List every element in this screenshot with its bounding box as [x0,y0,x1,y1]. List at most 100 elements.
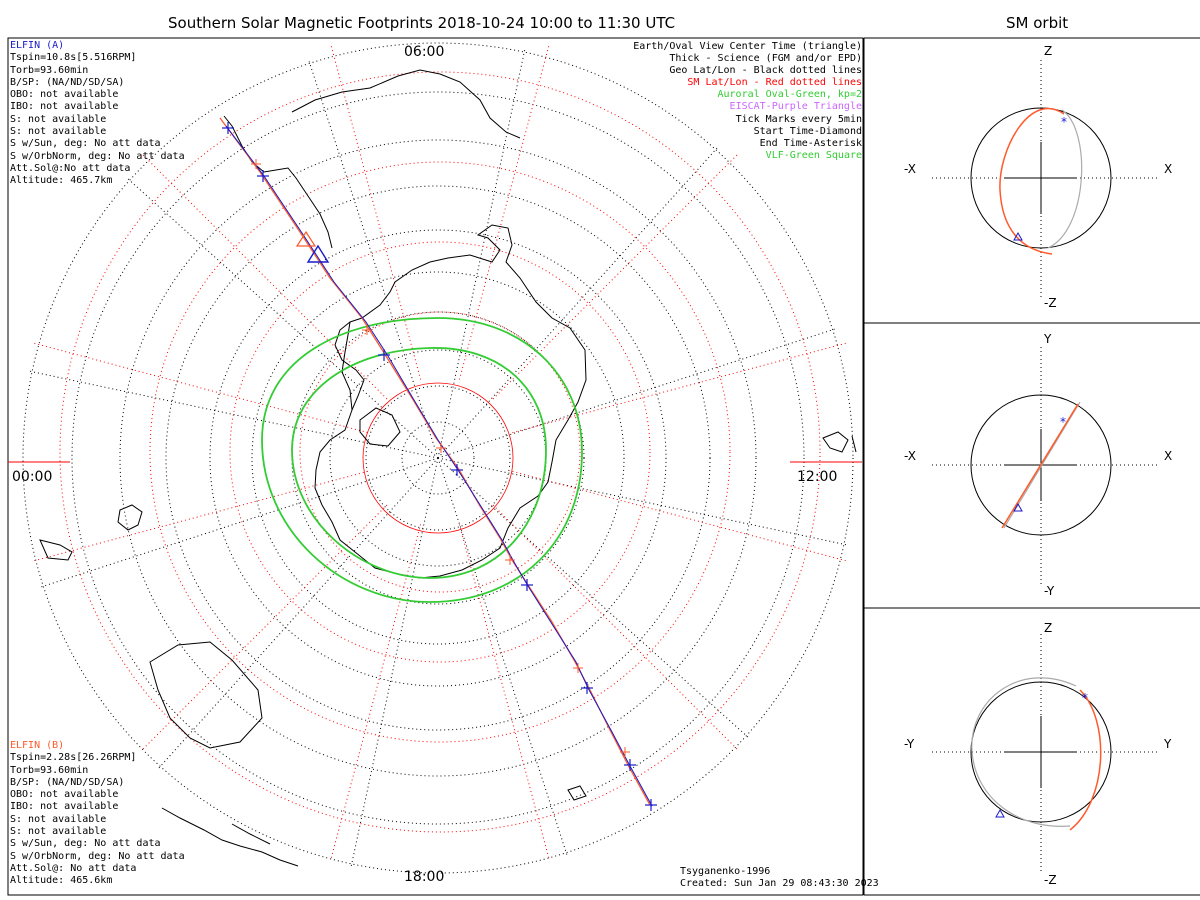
credits: Tsyganenko-1996 Created: Sun Jan 29 08:4… [680,866,879,891]
sm-latlon-grid [8,46,862,858]
geo-longitude-line [350,457,439,869]
islands-east [822,431,857,453]
panel1-bottom-label: -Z [1044,296,1057,310]
elfin-a-tick-mark [581,682,593,694]
geo-latitude-circle [22,42,854,874]
sm-latitude-circle [59,71,821,833]
panel1-right-label: X [1164,162,1173,176]
auroral-oval-outer [261,317,583,603]
probe-a-name: ELFIN (A) [10,40,65,51]
legend-item: Thick - Science (FGM and/or EPD) [669,53,862,65]
south-america-coast [291,69,521,139]
elfin-b-tick-mark [362,325,372,335]
orbit-start-triangle-p2 [1013,502,1023,512]
orbit-b-p3 [1069,689,1102,831]
clock-label-top: 06:00 [404,44,445,60]
probe-b-info-line: Altitude: 465.6km [10,875,113,887]
panel2-right-label: X [1164,449,1173,463]
orbit-end-asterisk-p3: * [1082,691,1088,705]
probe-b-info-line: S: not available [10,826,107,838]
elfin-a-tick-mark [521,579,533,591]
elfin-a-tick-mark [645,799,657,811]
sm-longitude-line [34,470,368,562]
credits-created: Created: Sun Jan 29 08:43:30 2023 [680,878,879,890]
sm-longitude-line [458,524,550,858]
elfin-b-view-center-triangle [295,230,317,247]
panel3-bottom-label: -Z [1044,873,1057,887]
south-america-tip [223,115,333,249]
probe-a-info-line: Tspin=10.8s[5.516RPM] [10,52,137,64]
sm-longitude-line [492,504,738,750]
probe-a-info-line: Torb=93.60min [10,64,89,76]
geo-latitude-circle [291,311,585,605]
legend-item: EISCAT-Purple Triangle [729,101,862,113]
probe-a-info-line: S w/Sun, deg: No att data [10,138,161,150]
panel2-left-label: -X [904,449,916,463]
africa-south [39,504,143,561]
probe-b-info-line: IBO: not available [10,801,119,813]
elfin-a-tick-mark [624,759,636,771]
geo-latitude-circle [365,385,511,531]
orbit-panels: * * * [932,60,1160,872]
elfin-a-tick-mark [257,170,269,182]
geo-longitude-line [437,457,849,546]
panel2-top-label: Y [1044,332,1052,346]
probe-b-info-line: B/SP: (NA/ND/SD/SA) [10,776,125,788]
orbit-panel-1 [932,60,1160,298]
sm-longitude-line [512,470,846,562]
panel2-bottom-label: -Y [1044,584,1055,598]
panel1-left-label: -X [904,162,916,176]
probe-b-info-line: S: not available [10,813,107,825]
probe-b-info-line: Att.Sol@: No att data [10,862,137,874]
australia-coast [149,641,263,749]
probe-b-info: ELFIN (B) Tspin=2.28s[26.26RPM] Torb=93.6… [10,740,185,888]
elfin-a-track [225,125,653,807]
antarctica-coastline [314,224,587,579]
probe-b-info-line: Torb=93.60min [10,764,89,776]
sm-longitude-line [142,154,388,400]
credits-model: Tsyganenko-1996 [680,866,771,877]
antarctic-peninsula [334,321,365,411]
geo-latitude-circle [71,91,805,825]
auroral-oval [261,317,583,603]
legend-item: VLF-Green Square [765,149,862,161]
clock-label-right: 12:00 [797,469,838,485]
elfin-b-tick-mark [436,443,446,453]
orbit-panel-2 [932,347,1160,585]
clock-label-left: 00:00 [12,469,53,485]
probe-a-info-line: B/SP: (NA/ND/SD/SA) [10,76,125,88]
sm-longitude-line [330,524,422,858]
main-title: Southern Solar Magnetic Footprints 2018-… [168,14,676,32]
legend-item: Tick Marks every 5min [735,113,862,125]
geo-latitude-circle [119,139,757,777]
legend-item: Start Time-Diamond [753,125,862,137]
geo-longitude-line [156,457,439,771]
orbit-end-asterisk-p1: * [1061,115,1067,129]
probe-a-info-line: Att.Sol@:No att data [10,162,131,174]
geo-latitude-circle [165,185,711,731]
geo-longitude-line [125,176,439,459]
probe-b-name: ELFIN (B) [10,740,65,751]
orbit-title: SM orbit [1006,14,1069,32]
panel3-right-label: Y [1164,737,1172,751]
geo-latitude-circle [209,229,667,687]
probe-b-lines: Tspin=2.28s[26.26RPM] Torb=93.60min B/SP: … [10,752,185,887]
orbit-gray-p3 [971,677,1077,827]
legend-item: Earth/Oval View Center Time (triangle) [633,41,862,52]
legend-item: End Time-Asterisk [759,137,862,149]
orbit-start-triangle-p1 [1013,231,1023,241]
probe-a-info-line: OBO: not available [10,89,119,101]
auroral-oval-inner [291,347,547,579]
probe-a-lines: Tspin=10.8s[5.516RPM] Torb=93.60min B/SP: … [10,52,185,187]
elfin-a-tick-mark [378,349,390,361]
footprint-tracks [219,117,657,811]
orbit-b-p2 [1001,403,1079,529]
clock-label-bottom: 18:00 [404,869,445,885]
geo-latitude-circle [401,421,475,495]
geo-longitude-line [307,58,439,459]
elfin-b-track [219,117,651,806]
sm-longitude-line [512,342,846,434]
legend-item: Auroral Oval-Green, kp=2 [717,89,863,101]
probe-a-info-line: S: not available [10,113,107,125]
